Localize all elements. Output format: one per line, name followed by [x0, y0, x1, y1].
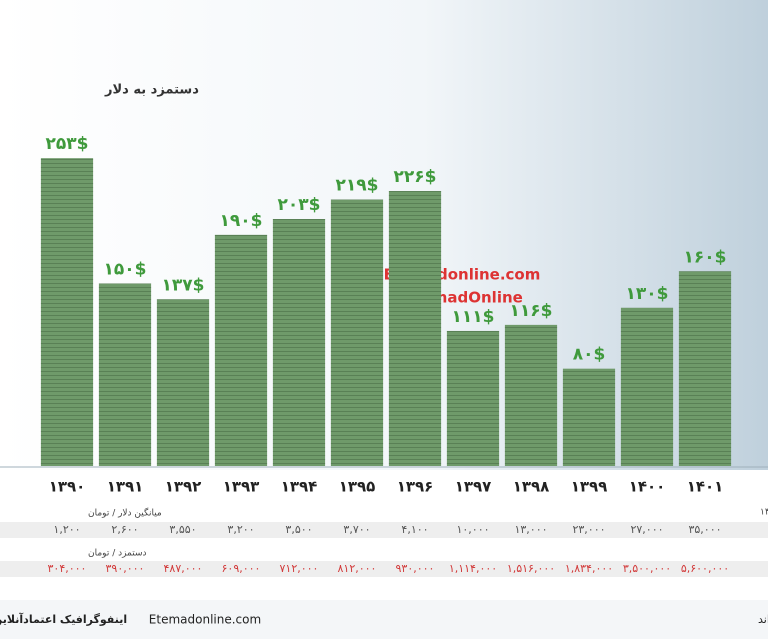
value-label: ۱۵۰$ [104, 260, 147, 280]
x-tick-label: ۱۳۹۴ [281, 478, 318, 496]
value-label: ۲۵۳$ [46, 134, 89, 154]
row-band [0, 522, 768, 538]
row-value: ۱,۸۳۴,۰۰۰ [565, 562, 613, 575]
row-value: ۱۰,۰۰۰ [456, 523, 489, 536]
row-value: ۱۳,۰۰۰ [514, 523, 547, 536]
note: *میانگین ۹ ماهه ۱۴۰۱ [760, 506, 768, 518]
x-tick-label: ۱۴۰۱ [687, 478, 724, 496]
row-value: ۳,۵۰۰ [285, 523, 312, 536]
row-value: ۴۸۷,۰۰۰ [164, 562, 203, 575]
row-value: ۶۰۹,۰۰۰ [222, 562, 261, 575]
footer-site: Etemadonline.com [149, 613, 261, 627]
chart-subtitle: دستمزد به دلار [104, 83, 199, 98]
bar-texture [504, 324, 558, 466]
x-tick-label: ۱۳۹۸ [513, 478, 550, 496]
row-value: ۱,۲۰۰ [53, 523, 80, 536]
value-label: ۱۹۰$ [220, 211, 263, 231]
footer-bg [0, 600, 768, 639]
bar-texture [330, 199, 384, 467]
row-value: ۸۱۲,۰۰۰ [338, 562, 377, 575]
bar-texture [156, 299, 210, 466]
row-value: ۱,۵۱۶,۰۰۰ [507, 562, 555, 575]
row-value: ۱,۱۱۴,۰۰۰ [449, 562, 497, 575]
row-band [0, 561, 768, 577]
row-value: ۵,۶۰۰,۰۰۰ [681, 562, 729, 575]
bar-texture [40, 158, 94, 466]
value-label: ۱۶۰$ [684, 247, 727, 267]
x-tick-label: ۱۴۰۰ [629, 478, 666, 496]
bar-texture [562, 368, 616, 466]
row-label: دستمزد / تومان [88, 549, 147, 559]
bar-texture [388, 191, 442, 467]
row-value: ۲۷,۰۰۰ [630, 523, 663, 536]
bar-texture [98, 283, 152, 466]
row-value: ۳,۵۵۰ [169, 523, 196, 536]
row-value: ۲۳,۰۰۰ [572, 523, 605, 536]
row-value: ۹۳۰,۰۰۰ [396, 562, 435, 575]
bar-texture [678, 271, 732, 466]
x-tick-label: ۱۳۹۶ [397, 478, 434, 496]
row-value: ۲,۶۰۰ [111, 523, 138, 536]
x-tick-label: ۱۳۹۰ [49, 478, 86, 496]
row-value: ۳,۵۰۰,۰۰۰ [623, 562, 671, 575]
bar-texture [214, 234, 268, 466]
bar-texture [272, 219, 326, 466]
x-tick-label: ۱۳۹۹ [571, 478, 608, 496]
x-tick-label: ۱۳۹۵ [339, 478, 376, 496]
row-label: میانگین دلار / تومان [88, 507, 162, 519]
value-label: ۲۱۹$ [336, 176, 379, 196]
footer-source: براساس تقسیم حداقل حقوق کارگری هرسال بر … [758, 612, 768, 626]
x-tick-label: ۱۳۹۱ [107, 478, 144, 496]
row-value: ۳۹۰,۰۰۰ [106, 562, 145, 575]
value-label: ۲۲۶$ [394, 167, 437, 187]
value-label: ۸۰$ [573, 345, 606, 365]
x-tick-label: ۱۳۹۲ [165, 478, 202, 496]
row-value: ۳۰۴,۰۰۰ [48, 562, 87, 575]
row-value: ۴,۱۰۰ [401, 523, 428, 536]
row-value: ۳,۲۰۰ [227, 523, 254, 536]
value-label: ۱۳۷$ [162, 275, 205, 295]
x-tick-label: ۱۳۹۳ [223, 478, 260, 496]
value-label: ۲۰۳$ [278, 195, 321, 215]
x-tick-label: ۱۳۹۷ [455, 478, 492, 496]
bar-texture [620, 307, 674, 466]
value-label: ۱۳۰$ [626, 284, 669, 304]
value-label: ۱۱۱$ [452, 307, 495, 327]
value-label: ۱۱۶$ [510, 301, 553, 321]
footer-brand: اینفوگرافیک اعتمادآنلاین [0, 612, 127, 626]
row-value: ۷۱۲,۰۰۰ [280, 562, 319, 575]
row-value: ۳,۷۰۰ [343, 523, 370, 536]
bar-texture [446, 330, 500, 466]
row-value: ۳۵,۰۰۰ [688, 523, 721, 536]
